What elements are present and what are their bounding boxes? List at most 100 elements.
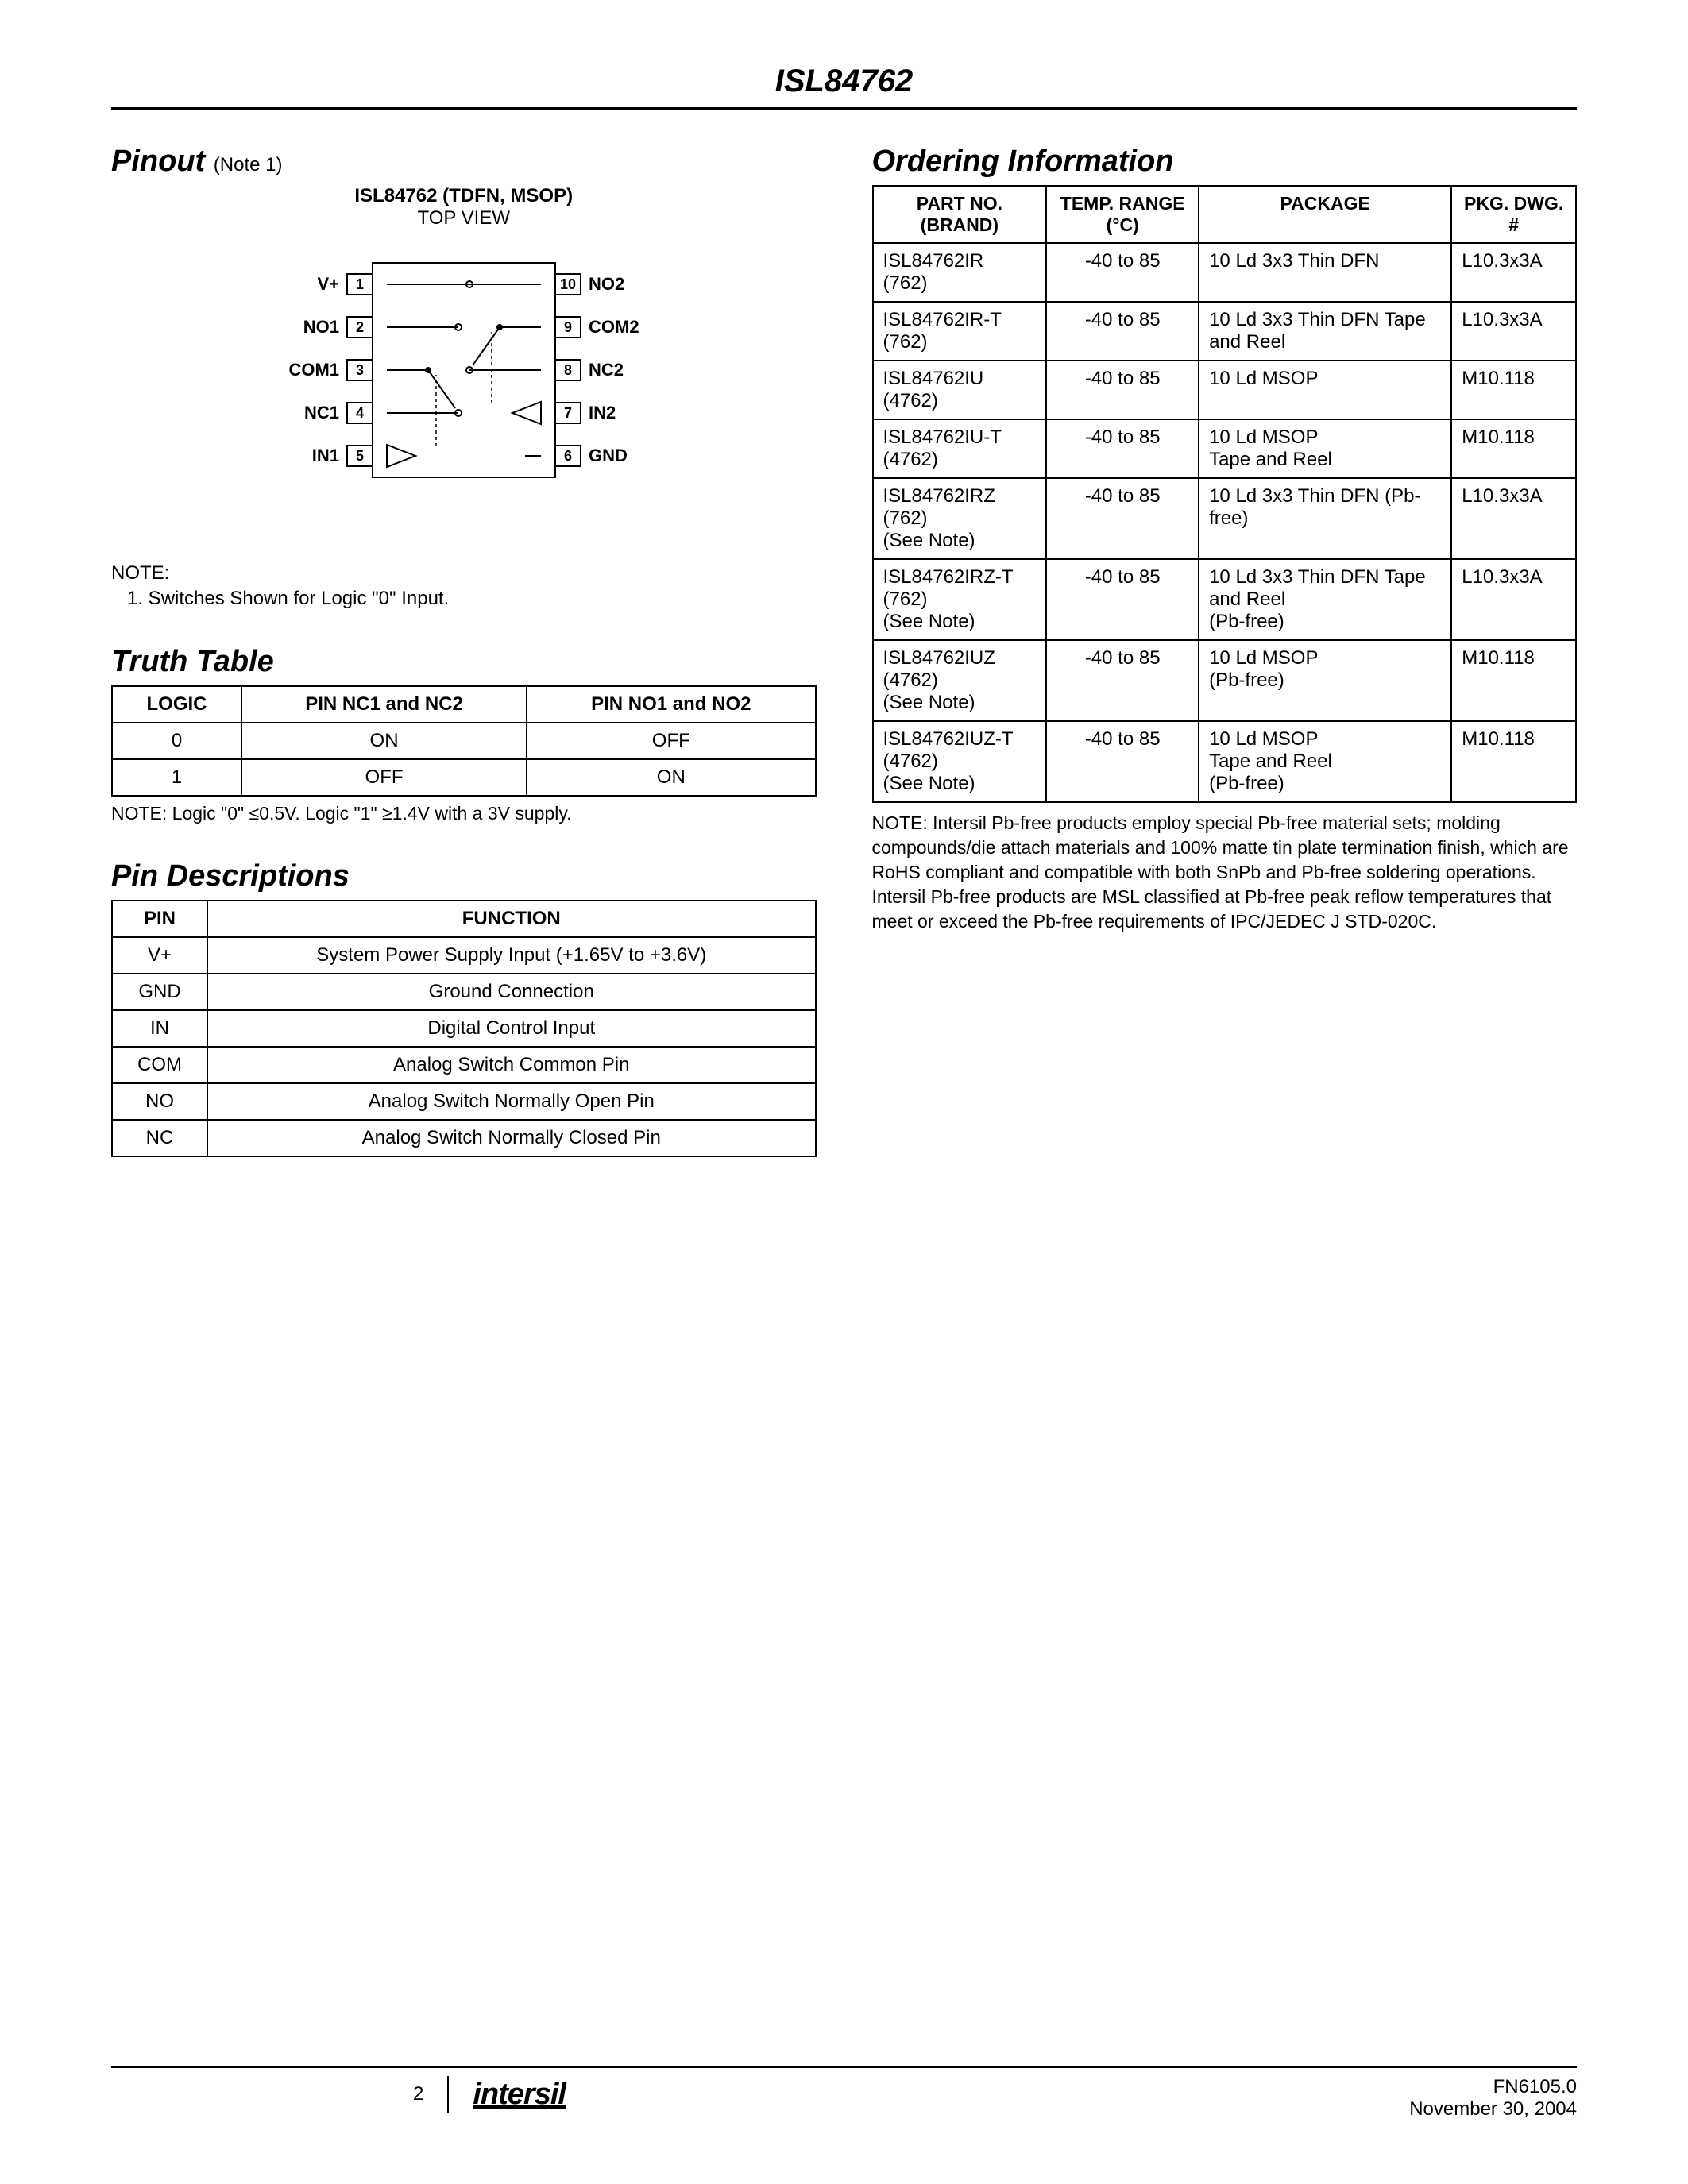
table-cell: -40 to 85 (1046, 302, 1199, 361)
table-cell: OFF (241, 759, 527, 796)
footer-rule (111, 2066, 1577, 2068)
svg-text:5: 5 (356, 448, 364, 464)
pinout-note-label: NOTE: (111, 562, 817, 585)
svg-text:4: 4 (356, 405, 364, 421)
svg-text:IN1: IN1 (312, 446, 339, 465)
pinout-note: NOTE: 1. Switches Shown for Logic "0" In… (111, 562, 817, 610)
table-row: ISL84762IUZ(4762)(See Note)-40 to 8510 L… (873, 640, 1577, 721)
table-cell: 10 Ld 3x3 Thin DFN (1199, 243, 1451, 302)
pinout-diagram: 1V+2NO13COM14NC15IN110NO29COM28NC27IN26G… (111, 239, 817, 515)
table-cell: 10 Ld MSOP(Pb-free) (1199, 640, 1451, 721)
table-cell: -40 to 85 (1046, 478, 1199, 559)
table-row: ISL84762IRZ(762)(See Note)-40 to 8510 Ld… (873, 478, 1577, 559)
table-cell: M10.118 (1451, 419, 1576, 478)
doc-number: FN6105.0 (1409, 2076, 1577, 2098)
ordering-heading: Ordering Information (872, 145, 1578, 179)
table-row: NOAnalog Switch Normally Open Pin (112, 1083, 816, 1120)
table-cell: Ground Connection (207, 974, 816, 1010)
svg-text:NO1: NO1 (303, 317, 339, 337)
table-row: ISL84762IR(762)-40 to 8510 Ld 3x3 Thin D… (873, 243, 1577, 302)
svg-text:COM2: COM2 (589, 317, 639, 337)
table-cell: ISL84762IR(762) (873, 243, 1047, 302)
svg-text:3: 3 (356, 362, 364, 378)
table-cell: Analog Switch Normally Closed Pin (207, 1120, 816, 1156)
table-cell: Digital Control Input (207, 1010, 816, 1047)
truth-table: LOGICPIN NC1 and NC2PIN NO1 and NO2 0ONO… (111, 685, 817, 797)
pinout-caption-bold: ISL84762 (TDFN, MSOP) (354, 185, 573, 206)
table-header: PART NO. (BRAND) (873, 186, 1047, 243)
table-cell: 10 Ld 3x3 Thin DFN Tape and Reel (1199, 302, 1451, 361)
table-row: GNDGround Connection (112, 974, 816, 1010)
table-row: 1OFFON (112, 759, 816, 796)
header-rule (111, 107, 1577, 110)
table-cell: ISL84762IR-T(762) (873, 302, 1047, 361)
table-header: PIN NC1 and NC2 (241, 686, 527, 723)
pindesc-heading: Pin Descriptions (111, 859, 817, 893)
table-header: PIN (112, 901, 207, 937)
table-cell: M10.118 (1451, 640, 1576, 721)
table-cell: OFF (527, 723, 815, 759)
table-cell: M10.118 (1451, 721, 1576, 802)
table-cell: ISL84762IUZ-T(4762)(See Note) (873, 721, 1047, 802)
table-row: ISL84762IUZ-T(4762)(See Note)-40 to 8510… (873, 721, 1577, 802)
pinout-note-ref: (Note 1) (214, 154, 283, 176)
table-cell: 10 Ld MSOPTape and Reel(Pb-free) (1199, 721, 1451, 802)
svg-text:GND: GND (589, 446, 628, 465)
svg-text:10: 10 (560, 276, 576, 292)
table-row: INDigital Control Input (112, 1010, 816, 1047)
table-cell: ISL84762IRZ(762)(See Note) (873, 478, 1047, 559)
svg-text:V+: V+ (317, 274, 339, 294)
table-cell: System Power Supply Input (+1.65V to +3.… (207, 937, 816, 974)
table-row: V+System Power Supply Input (+1.65V to +… (112, 937, 816, 974)
truth-note: NOTE: Logic "0" ≤0.5V. Logic "1" ≥1.4V w… (111, 803, 817, 824)
table-row: 0ONOFF (112, 723, 816, 759)
table-row: ISL84762IRZ-T(762)(See Note)-40 to 8510 … (873, 559, 1577, 640)
table-cell: ISL84762IU(4762) (873, 361, 1047, 419)
table-cell: ISL84762IUZ(4762)(See Note) (873, 640, 1047, 721)
table-cell: IN (112, 1010, 207, 1047)
table-cell: L10.3x3A (1451, 559, 1576, 640)
svg-text:IN2: IN2 (589, 403, 616, 423)
page-footer: 2 intersil FN6105.0 November 30, 2004 (111, 2066, 1577, 2120)
ordering-table: PART NO. (BRAND)TEMP. RANGE (°C)PACKAGEP… (872, 185, 1578, 803)
doc-date: November 30, 2004 (1409, 2098, 1577, 2120)
svg-text:1: 1 (356, 276, 364, 292)
svg-text:6: 6 (564, 448, 572, 464)
svg-text:NO2: NO2 (589, 274, 624, 294)
table-cell: 0 (112, 723, 241, 759)
table-cell: 10 Ld 3x3 Thin DFN Tape and Reel(Pb-free… (1199, 559, 1451, 640)
ordering-note: NOTE: Intersil Pb-free products employ s… (872, 811, 1578, 934)
table-row: ISL84762IU-T(4762)-40 to 8510 Ld MSOPTap… (873, 419, 1577, 478)
table-cell: NO (112, 1083, 207, 1120)
table-row: COMAnalog Switch Common Pin (112, 1047, 816, 1083)
table-header: LOGIC (112, 686, 241, 723)
table-header: FUNCTION (207, 901, 816, 937)
pinout-caption-sub: TOP VIEW (418, 207, 510, 229)
page-number: 2 (413, 2083, 423, 2105)
table-cell: NC (112, 1120, 207, 1156)
svg-text:2: 2 (356, 319, 364, 335)
table-row: ISL84762IU(4762)-40 to 8510 Ld MSOPM10.1… (873, 361, 1577, 419)
truth-heading: Truth Table (111, 645, 817, 679)
table-header: PIN NO1 and NO2 (527, 686, 815, 723)
svg-text:COM1: COM1 (288, 360, 339, 380)
pinout-note-item: 1. Switches Shown for Logic "0" Input. (111, 588, 817, 610)
table-cell: 10 Ld 3x3 Thin DFN (Pb-free) (1199, 478, 1451, 559)
svg-text:8: 8 (564, 362, 572, 378)
pindesc-table: PINFUNCTION V+System Power Supply Input … (111, 900, 817, 1157)
table-cell: -40 to 85 (1046, 640, 1199, 721)
table-cell: 1 (112, 759, 241, 796)
svg-text:NC1: NC1 (304, 403, 339, 423)
pinout-heading: Pinout (Note 1) (111, 145, 817, 179)
table-cell: L10.3x3A (1451, 302, 1576, 361)
table-cell: -40 to 85 (1046, 419, 1199, 478)
pinout-heading-text: Pinout (111, 145, 205, 178)
table-cell: ON (241, 723, 527, 759)
table-cell: M10.118 (1451, 361, 1576, 419)
table-cell: 10 Ld MSOPTape and Reel (1199, 419, 1451, 478)
table-cell: -40 to 85 (1046, 721, 1199, 802)
table-cell: V+ (112, 937, 207, 974)
table-cell: 10 Ld MSOP (1199, 361, 1451, 419)
table-cell: -40 to 85 (1046, 559, 1199, 640)
table-cell: ISL84762IU-T(4762) (873, 419, 1047, 478)
